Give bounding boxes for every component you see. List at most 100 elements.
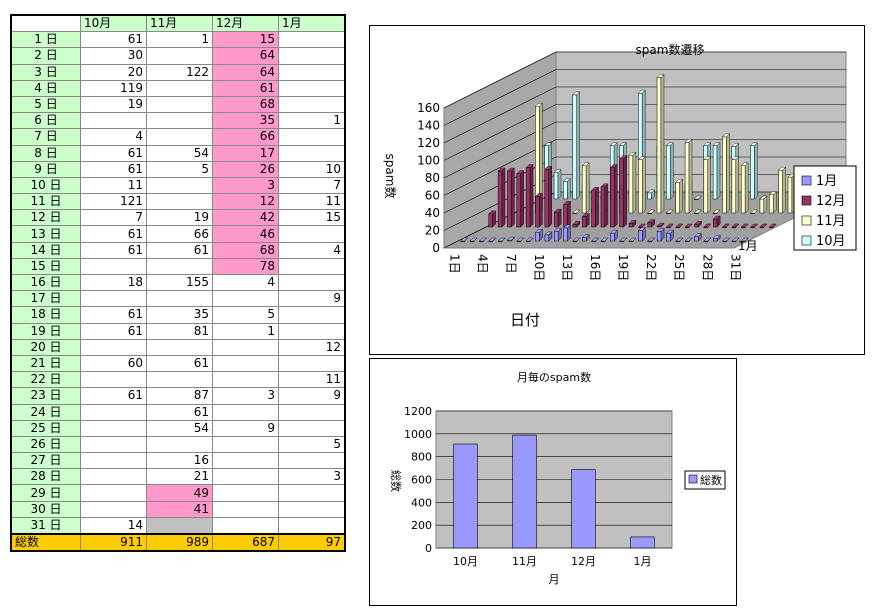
table-cell: 35: [146, 306, 213, 324]
bar-top: [525, 237, 534, 242]
bar-side: [773, 191, 777, 214]
bar-top: [656, 222, 665, 227]
day-label: 9 日: [10, 160, 81, 178]
bar-top: [469, 237, 478, 242]
table-cell: [278, 128, 346, 146]
table-row: 28 日 21 3: [10, 468, 346, 486]
legend-label: 11月: [816, 214, 846, 229]
table-cell: 54: [146, 419, 213, 437]
table-cell: [80, 290, 147, 308]
bar: [722, 136, 727, 214]
y-tick-label: 100: [417, 154, 440, 168]
bar-top: [693, 195, 702, 200]
bar-top: [684, 138, 693, 143]
table-cell: [80, 452, 147, 470]
table-cell: [146, 371, 213, 389]
bar-side: [501, 167, 506, 228]
bar: [628, 223, 634, 228]
day-label: 4 日: [10, 79, 81, 97]
bar-top: [506, 167, 515, 172]
table-cell: 61: [146, 403, 213, 421]
legend-label: 1月: [816, 174, 837, 189]
bar: [582, 237, 587, 242]
bar-top: [563, 201, 571, 205]
bar: [712, 145, 718, 200]
y-tick-label: 1000: [404, 428, 432, 441]
bar-top: [731, 237, 740, 242]
bar: [787, 176, 793, 214]
table-cell: [212, 290, 279, 308]
bar: [525, 167, 531, 228]
table-cell: [278, 144, 346, 162]
table-cell: 20: [80, 63, 147, 81]
bar-side: [632, 151, 637, 214]
table-cell: [278, 484, 346, 502]
bar-top: [534, 103, 543, 107]
table-cell: 7: [80, 209, 147, 227]
chart-title: 月毎のspam数: [517, 371, 591, 384]
bar-top: [572, 237, 581, 242]
table-cell: 4: [212, 273, 279, 292]
day-label: 11 日: [10, 193, 81, 211]
table-cell: 61: [146, 354, 213, 373]
table-row: 8 日 61 54 17: [10, 144, 346, 162]
x-tick-label: 7日: [504, 254, 518, 274]
bar-top: [581, 234, 590, 238]
bar-top: [665, 142, 674, 146]
bar: [553, 211, 559, 228]
table-row: 3 日 20 122 64: [10, 63, 346, 81]
bar: [610, 232, 615, 242]
bar-top: [563, 224, 572, 229]
table-cell: 41: [146, 500, 213, 518]
bar-top: [647, 219, 656, 223]
y-axis-title: spam数: [383, 154, 398, 199]
bar: [572, 224, 578, 228]
bar: [647, 222, 652, 228]
day-label: 1 日: [10, 31, 81, 49]
table-cell: 64: [212, 63, 279, 81]
day-label: 26 日: [10, 435, 81, 454]
bar: [563, 204, 568, 228]
bar-top: [544, 231, 553, 236]
gridline: [443, 139, 846, 196]
total-row: 総数 911 989 687 97: [10, 532, 346, 552]
bar-top: [694, 221, 702, 225]
bar-side: [585, 162, 590, 214]
table-cell: 1: [212, 322, 279, 340]
table-cell: [212, 516, 279, 535]
day-label: 25 日: [10, 419, 81, 437]
day-label: 15 日: [10, 257, 81, 276]
table-row: 11 日 121 12 11: [10, 193, 346, 211]
bar-side: [539, 192, 543, 228]
bar-side: [782, 166, 786, 214]
bar-side: [548, 165, 552, 228]
table-cell: [212, 500, 279, 518]
table-cell: 5: [278, 435, 346, 454]
bar-top: [553, 228, 562, 232]
bar-side: [716, 142, 721, 200]
table-cell: [212, 403, 279, 421]
bar: [512, 434, 537, 549]
bar-top: [703, 237, 712, 242]
bar: [656, 231, 662, 242]
table-cell: [80, 500, 147, 518]
table-cell: [212, 371, 279, 389]
table-cell: [278, 516, 346, 535]
table-cell: 12: [278, 338, 346, 356]
bar-top: [544, 142, 553, 146]
bar-top: [731, 143, 740, 147]
total-cell: 911: [80, 532, 147, 552]
table-cell: 9: [278, 290, 346, 308]
table-cell: 12: [212, 193, 279, 211]
table-cell: 61: [212, 79, 279, 97]
y-tick-label: 600: [411, 474, 432, 487]
table-cell: 61: [80, 144, 147, 162]
bar-top: [675, 179, 684, 183]
bar-top: [609, 164, 618, 168]
bar-top: [628, 237, 637, 242]
table-cell: 61: [80, 306, 147, 324]
x-tick-label: 19日: [616, 254, 630, 281]
day-label: 18 日: [10, 306, 81, 324]
y-tick-label: 40: [425, 206, 440, 220]
bar-top: [656, 228, 665, 232]
